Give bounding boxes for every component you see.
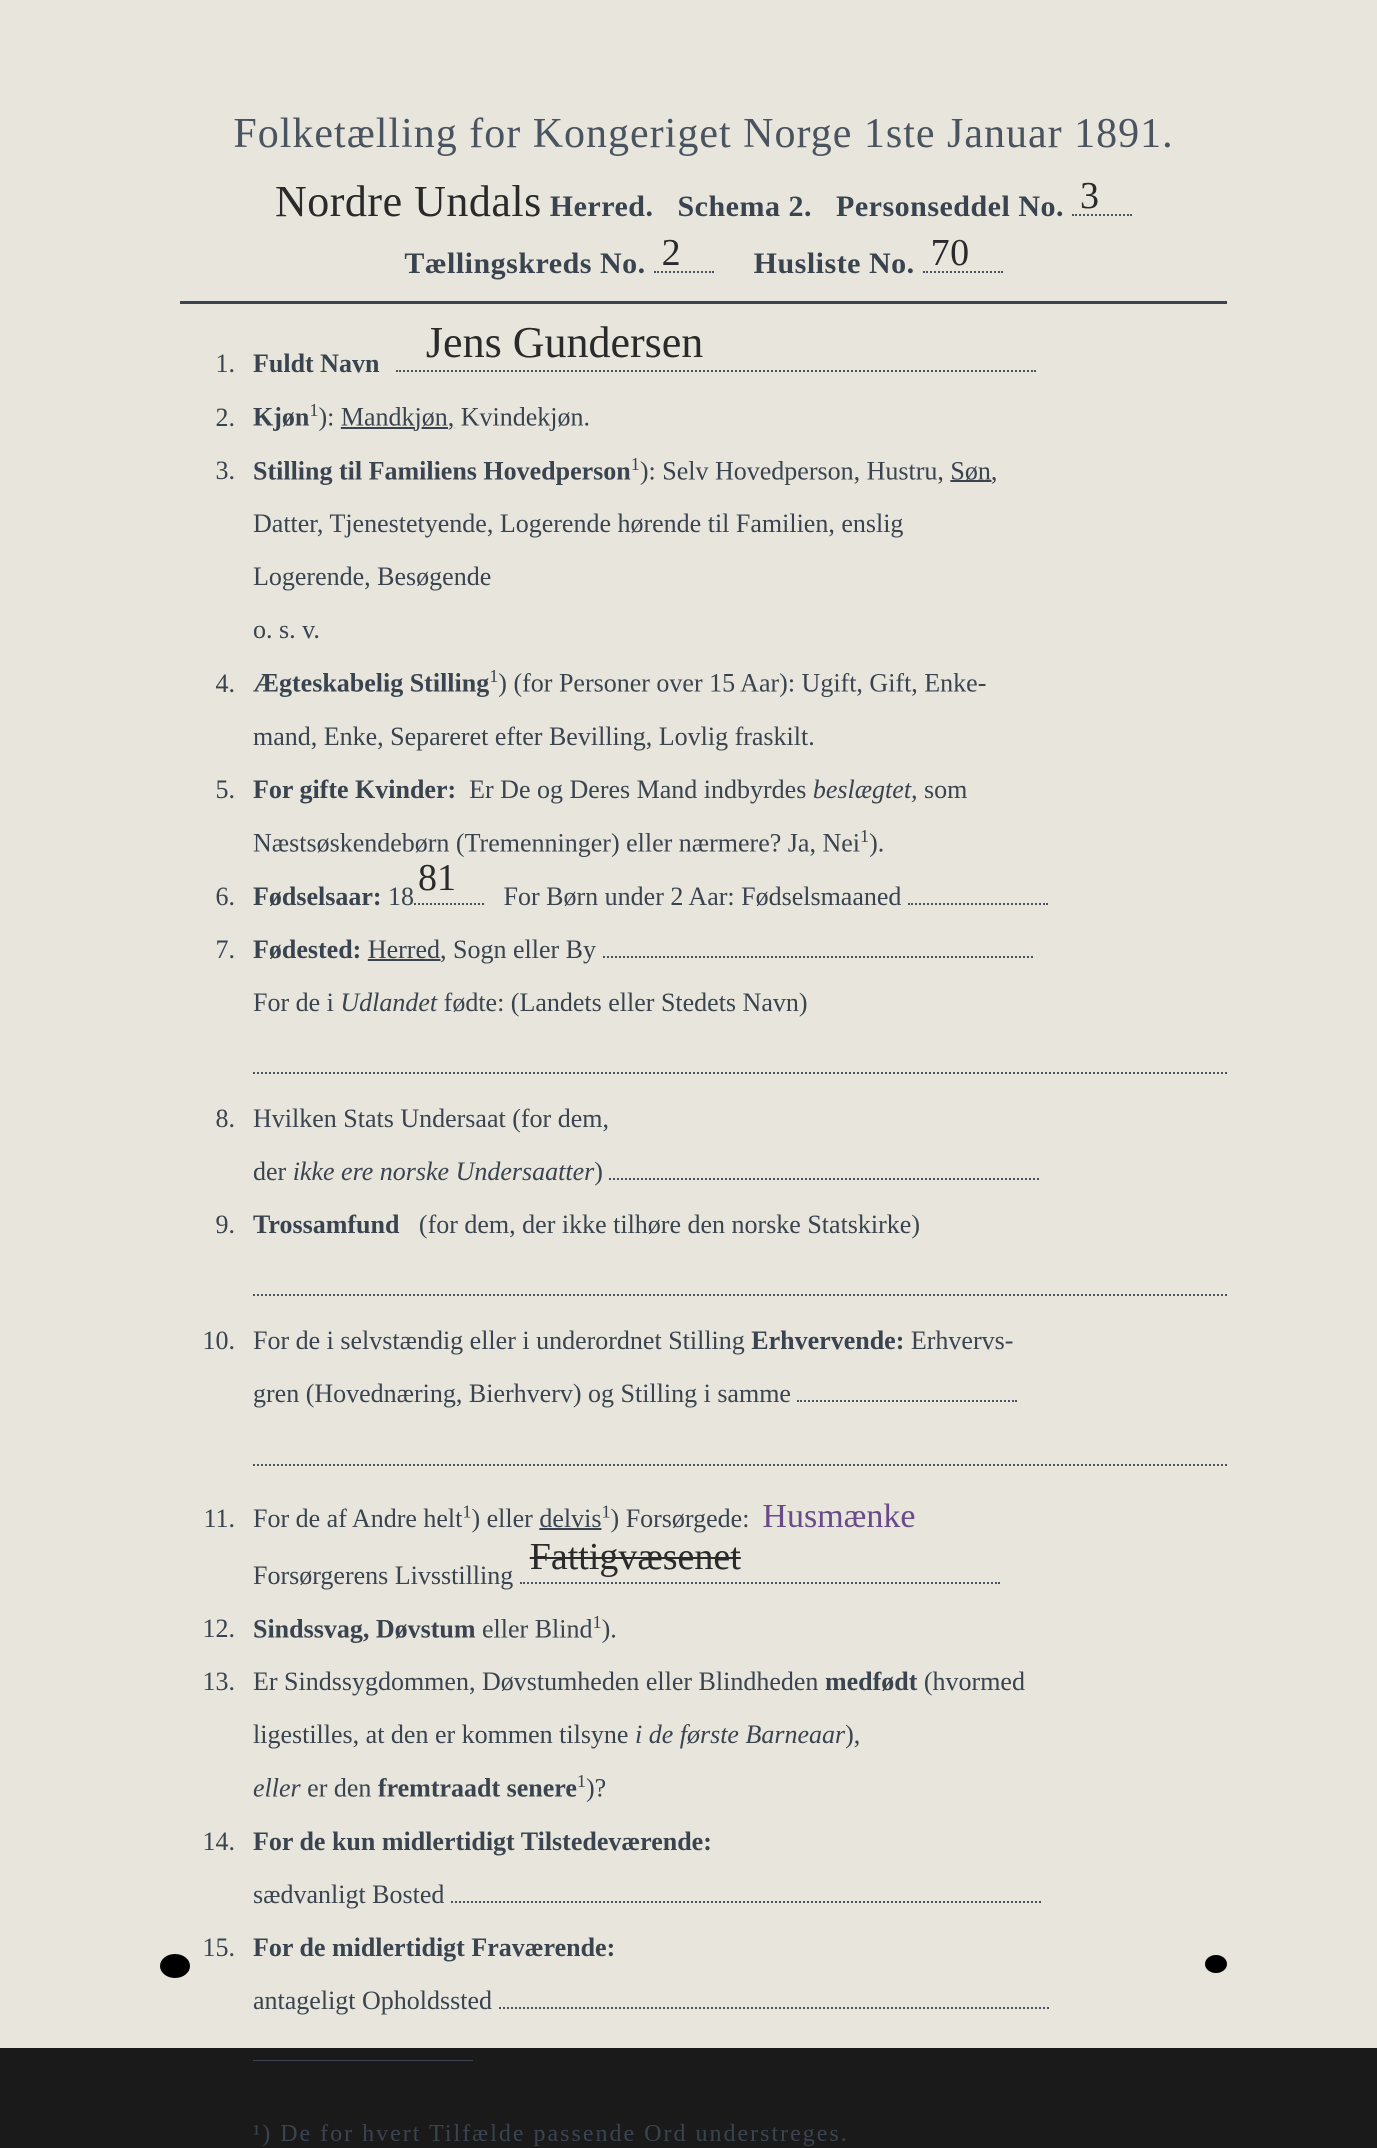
q13-cont1: ligestilles, at den er kommen tilsyne i … bbox=[180, 1715, 1227, 1754]
q8-row: 8. Hvilken Stats Undersaat (for dem, bbox=[180, 1099, 1227, 1138]
q10-blank bbox=[180, 1427, 1227, 1476]
q4-cont: mand, Enke, Separeret efter Bevilling, L… bbox=[180, 717, 1227, 756]
husliste-no: 70 bbox=[931, 231, 970, 275]
header-line-2: Nordre Undals Herred. Schema 2. Personse… bbox=[180, 176, 1227, 227]
q1-row: 1. Fuldt Navn Jens Gundersen bbox=[180, 344, 1227, 383]
q2-row: 2. Kjøn1): Mandkjøn, Kvindekjøn. bbox=[180, 397, 1227, 437]
header-line-3: Tællingskreds No. 2 Husliste No. 70 bbox=[180, 241, 1227, 281]
q13-cont2: eller er den fremtraadt senere1)? bbox=[180, 1768, 1227, 1808]
q9-blank bbox=[180, 1258, 1227, 1307]
q11-hand-1: Husmænke bbox=[762, 1498, 915, 1535]
relation-selected: Søn, bbox=[950, 456, 997, 485]
birthplace-selected: Herred, bbox=[368, 935, 447, 964]
kreds-no: 2 bbox=[662, 231, 682, 275]
q5-cont: Næstsøskendebørn (Tremenninger) eller næ… bbox=[180, 823, 1227, 863]
q11-cont: Forsørgerens Livsstilling Fattigvæsenet bbox=[180, 1556, 1227, 1595]
personseddel-no: 3 bbox=[1080, 174, 1100, 218]
q7-row: 7. Fødested: Herred, Sogn eller By bbox=[180, 930, 1227, 969]
q4-row: 4. Ægteskabelig Stilling1) (for Personer… bbox=[180, 663, 1227, 703]
q7-blank bbox=[180, 1036, 1227, 1085]
divider bbox=[180, 301, 1227, 304]
q14-row: 14. For de kun midlertidigt Tilstedevære… bbox=[180, 1822, 1227, 1861]
census-form-page: Folketælling for Kongeriget Norge 1ste J… bbox=[0, 0, 1377, 2048]
footnote-rule bbox=[253, 2060, 473, 2061]
q10-row: 10. For de i selvstændig eller i underor… bbox=[180, 1321, 1227, 1360]
q15-row: 15. For de midlertidigt Fraværende: bbox=[180, 1928, 1227, 1967]
q3-cont1: Datter, Tjenestetyende, Logerende hørend… bbox=[180, 504, 1227, 543]
footnote: ¹) De for hvert Tilfælde passende Ord un… bbox=[180, 2121, 1227, 2148]
q6-row: 6. Fødselsaar: 1881 For Børn under 2 Aar… bbox=[180, 877, 1227, 916]
q10-cont: gren (Hovednæring, Bierhverv) og Stillin… bbox=[180, 1374, 1227, 1413]
q3-cont2: Logerende, Besøgende bbox=[180, 557, 1227, 596]
birth-year: 81 bbox=[418, 850, 456, 907]
q12-row: 12. Sindssvag, Døvstum eller Blind1). bbox=[180, 1609, 1227, 1649]
main-title: Folketælling for Kongeriget Norge 1ste J… bbox=[180, 110, 1227, 158]
ink-blot-icon bbox=[160, 1954, 190, 1978]
birth-month-blank bbox=[908, 877, 1048, 905]
herred-name-handwritten: Nordre Undals bbox=[275, 177, 542, 226]
q7-cont: For de i Udlandet fødte: (Landets eller … bbox=[180, 983, 1227, 1022]
full-name-handwritten: Jens Gundersen bbox=[426, 310, 703, 376]
q14-cont: sædvanligt Bosted bbox=[180, 1875, 1227, 1914]
q3-row: 3. Stilling til Familiens Hovedperson1):… bbox=[180, 451, 1227, 491]
q9-row: 9. Trossamfund (for dem, der ikke tilhør… bbox=[180, 1205, 1227, 1244]
q5-row: 5. For gifte Kvinder: Er De og Deres Man… bbox=[180, 770, 1227, 809]
q8-cont: der ikke ere norske Undersaatter) bbox=[180, 1152, 1227, 1191]
q3-cont3: o. s. v. bbox=[180, 610, 1227, 649]
q15-cont: antageligt Opholdssted bbox=[180, 1981, 1227, 2020]
sex-selected: Mandkjøn, bbox=[341, 403, 454, 432]
ink-blot-icon bbox=[1205, 1955, 1227, 1973]
form-header: Folketælling for Kongeriget Norge 1ste J… bbox=[180, 110, 1227, 281]
q11-hand-2: Fattigvæsenet bbox=[530, 1529, 741, 1586]
q13-row: 13. Er Sindssygdommen, Døvstumheden elle… bbox=[180, 1662, 1227, 1701]
